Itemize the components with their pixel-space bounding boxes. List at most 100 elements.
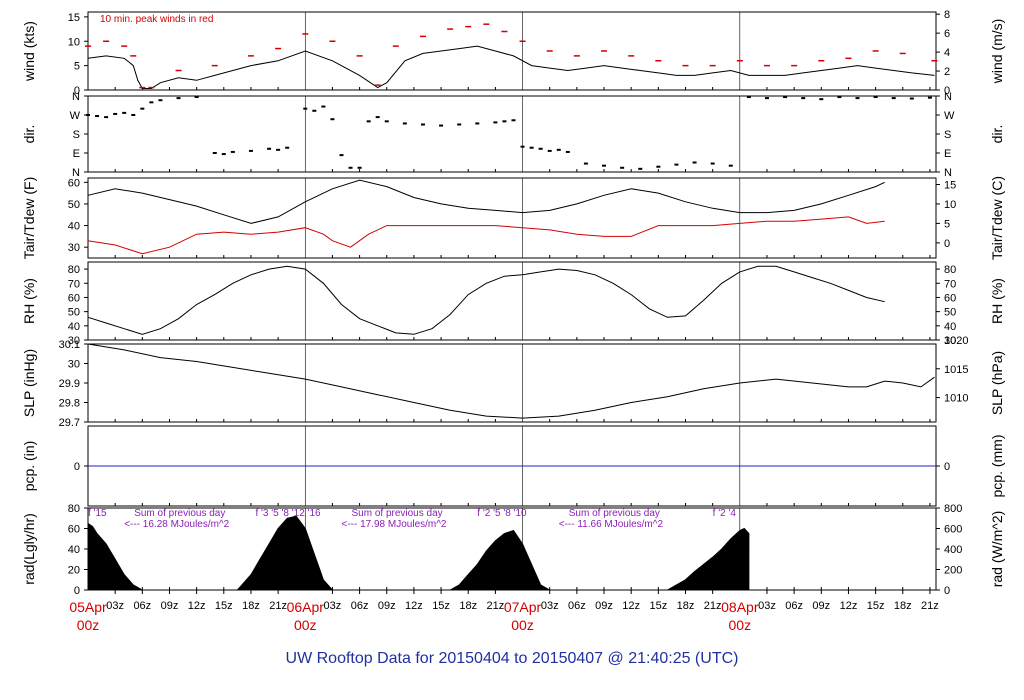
- yticklabel-left-dir: S: [73, 129, 80, 141]
- ylabel-right-slp: SLP (hPa): [989, 351, 1005, 415]
- yticklabel-left-dir: N: [72, 91, 80, 103]
- dir-point: [529, 146, 534, 149]
- dir-point: [221, 153, 226, 156]
- ylabel-right-pcp: pcp. (mm): [989, 435, 1005, 498]
- dir-point: [538, 147, 543, 150]
- yticklabel-right-slp: 1010: [944, 393, 968, 405]
- ylabel-right-wind: wind (m/s): [989, 19, 1005, 85]
- page-title: UW Rooftop Data for 20150404 to 20150407…: [285, 650, 739, 667]
- xtick-label: 21z: [704, 600, 722, 612]
- dir-point: [909, 97, 914, 100]
- ylabel-right-temp: Tair/Tdew (C): [989, 176, 1005, 260]
- yticklabel-left-rh: 50: [68, 307, 80, 319]
- rad-sum-label: Sum of previous day: [351, 508, 442, 519]
- dir-point: [420, 123, 425, 126]
- ylabel-right-dir: dir.: [989, 125, 1005, 144]
- ylabel-left-rh: RH (%): [21, 278, 37, 324]
- dir-point: [556, 148, 561, 151]
- dir-point: [122, 111, 127, 114]
- yticklabel-left-wind: 5: [74, 61, 80, 73]
- xtick-label: 15z: [649, 600, 667, 612]
- dir-point: [475, 122, 480, 125]
- dir-point: [783, 96, 788, 99]
- dir-point: [86, 114, 90, 116]
- yticklabel-left-temp: 40: [68, 221, 80, 233]
- rad-hour-marks: f '3 '5 '8 '12 '16: [255, 508, 321, 519]
- series-line-slp-0: [87, 343, 935, 419]
- xtick-label: 15z: [432, 600, 450, 612]
- yticklabel-right-rad: 600: [944, 524, 962, 536]
- dir-point: [312, 109, 317, 112]
- ylabel-left-slp: SLP (inHg): [21, 349, 37, 417]
- dir-point: [927, 96, 932, 99]
- dir-point: [891, 97, 896, 100]
- dir-point: [620, 166, 625, 169]
- panel-frame-dir: [87, 95, 937, 173]
- series-line-temp-1: [87, 216, 885, 255]
- xtick-label: 12z: [622, 600, 640, 612]
- dir-point: [248, 149, 253, 152]
- rad-sum-value: <--- 16.28 MJoules/m^2: [124, 519, 229, 530]
- ylabel-left-wind: wind (kts): [21, 21, 37, 82]
- yticklabel-left-dir: W: [70, 110, 81, 122]
- yticklabel-right-rh: 50: [944, 307, 956, 319]
- dir-point: [357, 166, 362, 169]
- yticklabel-left-dir: N: [72, 167, 80, 179]
- xtick-label: 15z: [867, 600, 885, 612]
- yticklabel-right-rad: 800: [944, 503, 962, 515]
- day-label-time: 00z: [729, 617, 752, 633]
- yticklabel-right-rh: 60: [944, 292, 956, 304]
- xtick-label: 06z: [133, 600, 151, 612]
- yticklabel-right-temp: 10: [944, 199, 956, 211]
- dir-point: [212, 152, 217, 154]
- yticklabel-right-temp: 0: [944, 238, 950, 250]
- yticklabel-right-rad: 0: [944, 585, 950, 597]
- rad-sum-label: Sum of previous day: [569, 508, 660, 519]
- dir-point: [692, 161, 697, 164]
- xtick-label: 21z: [487, 600, 505, 612]
- yticklabel-left-temp: 60: [68, 177, 80, 189]
- dir-point: [384, 120, 389, 123]
- dir-point: [104, 116, 109, 119]
- dir-point: [140, 107, 145, 110]
- xtick-label: 03z: [324, 600, 342, 612]
- yticklabel-right-wind: 2: [944, 66, 950, 78]
- ylabel-right-rad: rad (W/m^2): [989, 511, 1005, 588]
- xtick-label: 21z: [921, 600, 939, 612]
- dir-point: [493, 121, 498, 124]
- dir-point: [710, 162, 715, 165]
- yticklabel-right-rad: 400: [944, 544, 962, 556]
- yticklabel-left-rh: 80: [68, 264, 80, 276]
- xtick-label: 12z: [405, 600, 423, 612]
- series-line-rh-0: [87, 265, 885, 335]
- dir-point: [303, 107, 308, 110]
- dir-point: [511, 119, 516, 122]
- dir-point: [366, 120, 371, 123]
- xtick-label: 09z: [595, 600, 613, 612]
- ylabel-left-pcp: pcp. (in): [21, 441, 37, 492]
- yticklabel-right-wind: 4: [944, 47, 950, 59]
- yticklabel-right-pcp: 0: [944, 461, 950, 473]
- xtick-label: 06z: [351, 600, 369, 612]
- xtick-label: 06z: [568, 600, 586, 612]
- dir-point: [194, 96, 199, 99]
- yticklabel-left-slp: 29.9: [59, 378, 80, 390]
- yticklabel-left-slp: 30: [68, 359, 80, 371]
- dir-point: [656, 165, 661, 168]
- dir-point: [402, 122, 407, 125]
- yticklabel-right-temp: 5: [944, 218, 950, 230]
- xtick-label: 18z: [242, 600, 260, 612]
- rad-sum-label: Sum of previous day: [134, 508, 225, 519]
- yticklabel-right-dir: S: [944, 129, 951, 141]
- dir-point: [819, 98, 824, 101]
- yticklabel-left-rad: 60: [68, 524, 80, 536]
- dir-point: [276, 148, 281, 151]
- xtick-label: 03z: [541, 600, 559, 612]
- dir-point: [855, 97, 860, 100]
- day-label-time: 00z: [77, 617, 100, 633]
- xtick-label: 03z: [106, 600, 124, 612]
- dir-point: [638, 167, 643, 170]
- yticklabel-right-temp: 15: [944, 179, 956, 191]
- dir-point: [457, 123, 462, 126]
